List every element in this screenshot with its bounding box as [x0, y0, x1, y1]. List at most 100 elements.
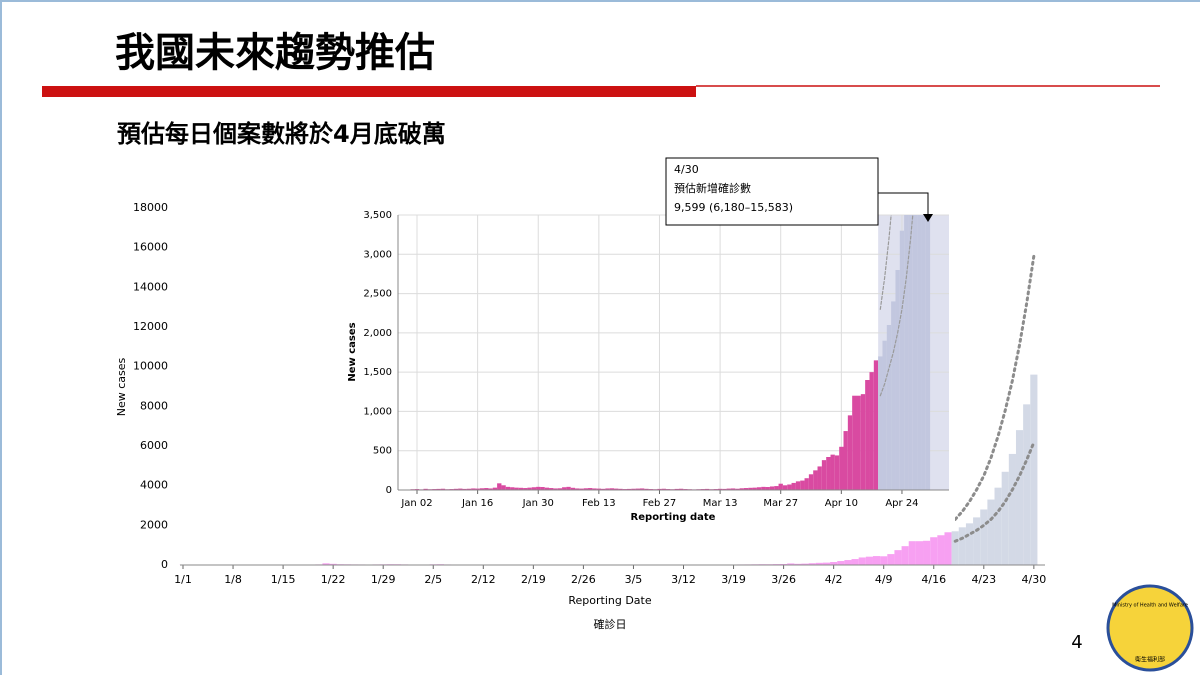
bar — [743, 488, 749, 490]
x-tick-label: Apr 24 — [885, 498, 918, 509]
x-tick-label: 2/26 — [571, 573, 596, 586]
bar — [601, 488, 606, 490]
bar — [917, 215, 922, 490]
bar — [1015, 430, 1024, 565]
bar — [865, 556, 873, 565]
x-tick-label: 4/9 — [875, 573, 893, 586]
bar — [475, 488, 480, 490]
y-tick-label: 6000 — [140, 439, 168, 452]
bar — [834, 455, 840, 490]
bar — [843, 431, 848, 490]
bar — [930, 537, 938, 565]
logo — [1106, 584, 1194, 672]
bar — [899, 230, 905, 490]
annotation-line: 預估新增確診數 — [674, 181, 751, 195]
x-tick-label: 4/16 — [921, 573, 946, 586]
bar — [882, 340, 887, 490]
bar — [536, 486, 541, 490]
x-tick-label: 4/30 — [1021, 573, 1046, 586]
bar — [704, 488, 710, 490]
bar — [826, 457, 831, 490]
bar — [618, 488, 623, 490]
bar — [440, 488, 446, 490]
plot-area — [410, 215, 931, 490]
y-tick-label: 10000 — [133, 360, 168, 373]
x-tick-label: Mar 27 — [763, 498, 798, 509]
bar — [851, 559, 859, 565]
bar — [329, 563, 337, 565]
x-tick-label: 2/12 — [471, 573, 496, 586]
bar — [592, 488, 597, 490]
bar — [726, 488, 731, 490]
bar — [944, 532, 952, 565]
y-tick-label: 2,000 — [363, 328, 392, 339]
bar — [1023, 404, 1031, 565]
bar — [915, 541, 924, 565]
bar — [739, 488, 744, 490]
x-tick-label: 4/23 — [971, 573, 996, 586]
bar — [987, 499, 995, 565]
x-tick-label: Mar 13 — [703, 498, 738, 509]
bar — [800, 480, 805, 490]
bar — [951, 531, 959, 565]
bar — [479, 488, 485, 490]
x-tick-label: Feb 27 — [643, 498, 677, 509]
bar — [674, 488, 679, 490]
bar — [858, 557, 866, 565]
x-axis-title: Reporting Date — [568, 594, 651, 607]
bar — [787, 484, 792, 490]
bar — [778, 483, 783, 490]
title-bar — [42, 86, 696, 97]
bar — [562, 487, 567, 490]
logo-name: 衛生福利部 — [1135, 656, 1165, 664]
bar — [717, 488, 723, 490]
bar — [462, 488, 467, 490]
bar — [488, 488, 493, 490]
bar — [791, 482, 796, 490]
bar — [869, 372, 874, 490]
y-axis-title: New cases — [347, 322, 358, 381]
x-tick-label: 1/22 — [321, 573, 346, 586]
bar — [756, 487, 762, 490]
bar — [865, 380, 870, 490]
bar — [492, 487, 498, 490]
bar — [894, 550, 902, 565]
bar — [761, 486, 766, 490]
x-axis-title: Reporting date — [631, 512, 716, 523]
bar — [794, 563, 802, 565]
bar — [661, 488, 666, 490]
bar — [769, 486, 775, 490]
y-tick-label: 2,500 — [363, 289, 392, 300]
bar — [657, 488, 662, 490]
main-chart: 0 2000 4000 6000 8000 10000 12000 14000 16000 180… — [115, 201, 1046, 631]
bar — [605, 488, 610, 490]
x-tick-label: 1/15 — [271, 573, 296, 586]
bar — [844, 560, 852, 565]
bar — [904, 215, 909, 490]
bar — [557, 488, 563, 490]
annotation-line: 9,599 (6,180–15,583) — [674, 201, 793, 214]
y-tick-label: 3,000 — [363, 249, 392, 260]
bar — [635, 488, 640, 490]
x-tick-label: 1/1 — [174, 573, 192, 586]
bar — [887, 554, 895, 565]
bar — [627, 488, 632, 490]
bar — [644, 488, 649, 490]
bar — [570, 487, 576, 490]
bar — [639, 488, 645, 490]
inset-chart: 0 500 1,000 1,500 2,000 2,500 3,000 3,500 Jan 02… — [347, 210, 949, 523]
x-tick-label: 1/29 — [371, 573, 396, 586]
bar — [908, 215, 913, 490]
y-tick-label: 8000 — [140, 399, 168, 412]
bar — [795, 481, 801, 490]
x-tick-label: 2/19 — [521, 573, 546, 586]
bar — [925, 215, 931, 490]
x-tick-label: 3/19 — [721, 573, 746, 586]
bar — [458, 488, 463, 490]
bar — [872, 556, 881, 565]
bar — [322, 563, 330, 565]
bar — [471, 488, 476, 490]
y-tick-label: 0 — [161, 558, 168, 571]
x-tick-label: 3/12 — [671, 573, 696, 586]
bar — [921, 215, 926, 490]
